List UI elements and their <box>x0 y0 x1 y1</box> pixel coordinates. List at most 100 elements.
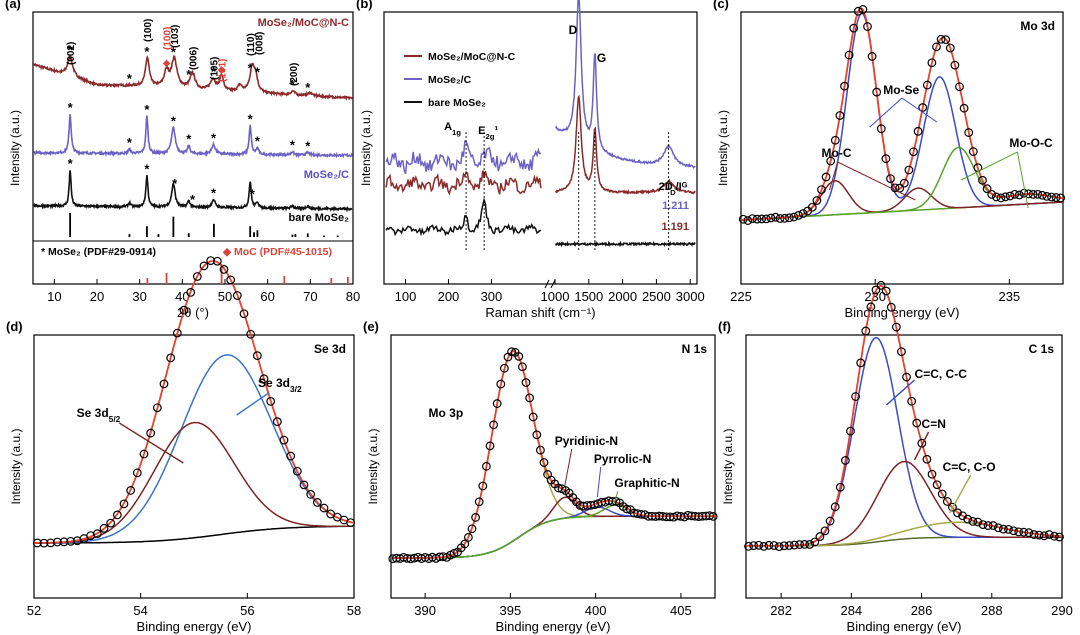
raw-data-point <box>485 441 495 451</box>
panel-label: (c) <box>713 0 729 11</box>
raw-data-point <box>306 489 316 499</box>
pointer-arrow <box>885 379 915 406</box>
raw-data-point <box>968 516 978 526</box>
raw-data-point <box>955 82 964 92</box>
peak-asterisk: * <box>171 45 177 60</box>
x-tick-label: 80 <box>346 289 360 304</box>
raw-data-point <box>861 326 871 336</box>
raw-data-point <box>830 135 840 145</box>
x-axis-label: Binding energy (eV) <box>847 619 962 634</box>
label-se-3d52: Se 3d5/2 <box>77 406 121 424</box>
hkl-label: (101) <box>218 59 229 82</box>
raw-data-point <box>937 489 947 499</box>
raw-data-point <box>286 451 296 461</box>
raw-data-point <box>757 214 767 224</box>
raw-data-point <box>112 510 122 520</box>
component-se-3d5-2 <box>34 421 353 544</box>
raw-data-point <box>232 291 242 300</box>
peak-asterisk: * <box>211 64 217 79</box>
raw-data-point <box>959 103 969 113</box>
peak-asterisk: * <box>305 80 311 95</box>
raw-data-point <box>139 449 149 459</box>
moc-diamond-marker: ◆ <box>163 58 171 69</box>
raw-data-point <box>771 212 780 222</box>
raw-data-point <box>1051 193 1061 202</box>
raw-data-point <box>856 358 866 368</box>
raw-data-point <box>528 412 538 422</box>
raw-data-point <box>474 497 484 507</box>
raw-data-point <box>863 22 872 31</box>
label-se-3d32: Se 3d3/2 <box>258 376 302 394</box>
raw-data-point <box>795 540 804 549</box>
raw-data-point <box>749 541 759 550</box>
raw-data-point <box>840 456 850 465</box>
panel-f-c1s: (f) Intensity (a.u.) C 1s 282 284 286 288 290 Bi… <box>718 280 1073 634</box>
xrd-series-2 <box>33 170 353 213</box>
raw-data-point <box>761 214 771 224</box>
component-mo-se <box>740 12 1064 221</box>
raw-data-point <box>1042 192 1052 201</box>
label-cn: C=N <box>922 417 946 431</box>
raman-peak-label-d: D <box>569 23 578 37</box>
x-tick-label: 1000 <box>541 289 570 304</box>
peak-asterisk: * <box>68 100 74 115</box>
raw-data-point <box>844 50 854 60</box>
raw-data-point <box>881 154 891 164</box>
y-axis-label: Intensity (a.u.) <box>366 428 380 504</box>
peak-asterisk: * <box>186 132 192 147</box>
raw-data-point <box>206 256 216 266</box>
fit-envelope <box>391 350 715 559</box>
raw-data-point <box>897 347 906 357</box>
pointer-arrow <box>913 431 930 461</box>
raw-data-point <box>867 52 877 61</box>
pointer-line <box>1016 151 1029 209</box>
raw-data-point <box>927 469 937 479</box>
raw-data-point <box>496 379 506 389</box>
raw-data-point <box>1055 532 1064 542</box>
moc-diamond-marker: ◆ <box>218 65 226 76</box>
raw-data-point <box>622 504 632 514</box>
raw-data-point <box>521 378 531 387</box>
plot-frame <box>745 334 1063 599</box>
component-mo-3p <box>391 350 715 559</box>
raw-data-point <box>764 540 774 550</box>
raw-data-point <box>482 461 491 471</box>
raw-data-point <box>775 214 785 223</box>
id-ig-value-mose2-c: 1.211 <box>662 200 689 212</box>
raw-data-point <box>246 329 256 339</box>
raw-data-point <box>226 275 236 285</box>
y-axis-label: Intensity (a.u.) <box>716 110 730 186</box>
raw-data-point <box>500 363 509 373</box>
pointer-line <box>869 97 903 128</box>
raw-data-point <box>810 537 820 547</box>
raw-data-point <box>886 174 895 183</box>
raw-data-point <box>1029 530 1039 539</box>
peak-asterisk: * <box>68 43 74 58</box>
raw-data-point <box>779 541 789 551</box>
raw-data-point <box>774 542 784 552</box>
raw-data-point <box>948 502 957 512</box>
raw-data-point <box>876 124 886 134</box>
label-mo-se: Mo-Se <box>883 83 919 97</box>
raw-data-point <box>881 286 891 296</box>
raw-data-point <box>59 537 69 547</box>
raw-data-point <box>942 497 952 506</box>
raw-data-point <box>830 502 840 512</box>
panel-title: C 1s <box>1029 342 1055 356</box>
peak-asterisk: * <box>211 186 217 201</box>
x-tick-label: 400 <box>585 603 607 618</box>
raw-data-point <box>1009 526 1018 536</box>
x-tick-label: 20 <box>90 289 104 304</box>
raw-data-point <box>518 362 527 372</box>
x-tick-label: 282 <box>770 603 792 618</box>
raman-series-right-1 <box>555 94 696 195</box>
raw-data-point <box>186 287 196 297</box>
x-tick-label: 50 <box>218 289 232 304</box>
raw-data-point <box>705 511 714 521</box>
raw-data-point <box>312 498 322 507</box>
raw-data-point <box>471 513 481 522</box>
pointer-line <box>837 161 916 201</box>
component-pyridinic-n <box>391 496 715 559</box>
hkl-label: (002) <box>66 42 77 65</box>
